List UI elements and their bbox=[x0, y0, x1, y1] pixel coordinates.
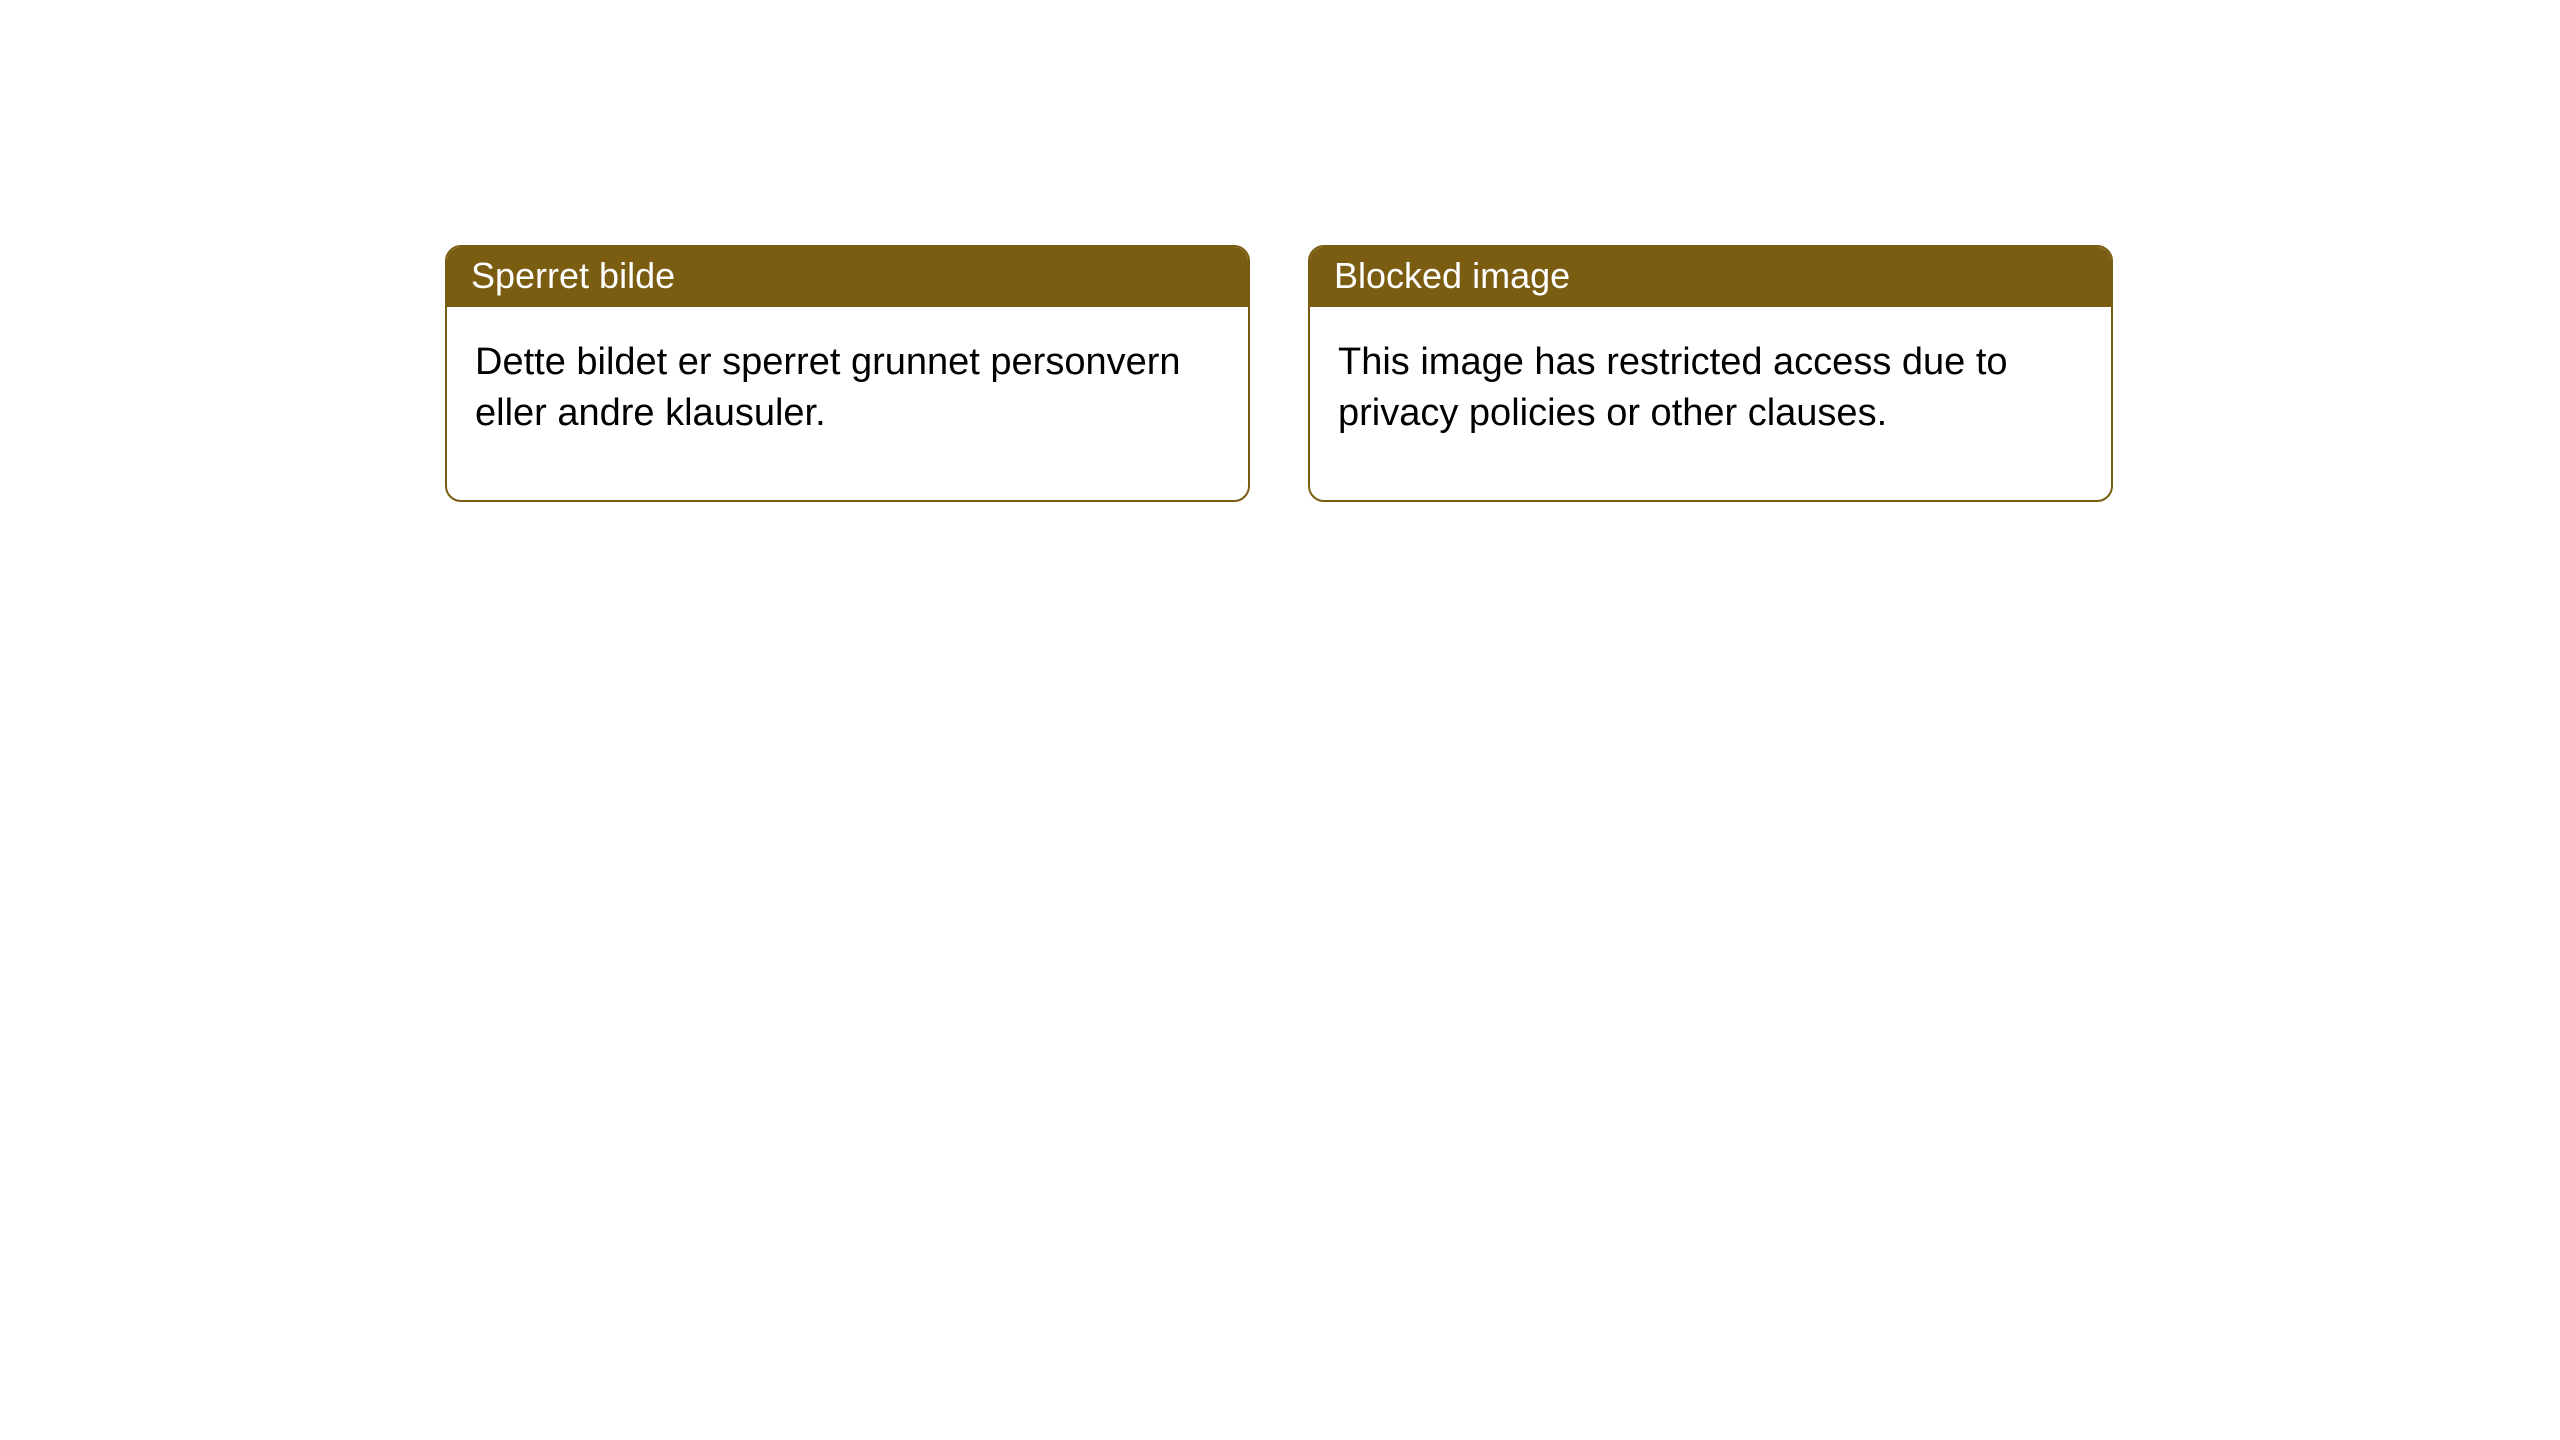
notice-header-norwegian: Sperret bilde bbox=[447, 247, 1248, 307]
notice-body-english: This image has restricted access due to … bbox=[1310, 307, 2111, 500]
notice-container: Sperret bilde Dette bildet er sperret gr… bbox=[0, 0, 2560, 502]
notice-card-english: Blocked image This image has restricted … bbox=[1308, 245, 2113, 502]
notice-header-english: Blocked image bbox=[1310, 247, 2111, 307]
notice-card-norwegian: Sperret bilde Dette bildet er sperret gr… bbox=[445, 245, 1250, 502]
notice-body-norwegian: Dette bildet er sperret grunnet personve… bbox=[447, 307, 1248, 500]
